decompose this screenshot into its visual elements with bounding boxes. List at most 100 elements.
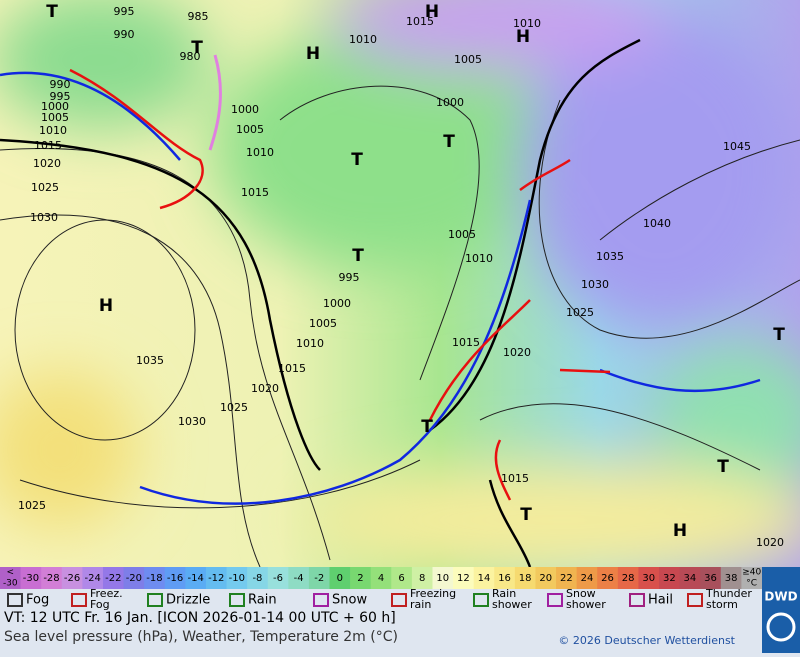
scale-cell <box>329 567 351 589</box>
isobar-label: 1005 <box>448 228 476 241</box>
pressure-center: T <box>191 38 203 58</box>
pressure-center: T <box>717 457 729 477</box>
legend-icon <box>7 593 23 607</box>
pressure-center: T <box>773 325 785 345</box>
scale-label: 36 <box>704 573 717 584</box>
scale-label: °C <box>746 579 757 589</box>
pressure-center: T <box>351 150 363 170</box>
scale-label: ≥40 <box>742 568 761 578</box>
scale-cell <box>0 567 22 589</box>
isobar-label: 1025 <box>18 499 46 512</box>
scale-cell <box>267 567 289 589</box>
isobar-label: 1035 <box>136 354 164 367</box>
legend-label: Snow <box>566 587 596 600</box>
isobar-label: 1020 <box>33 157 61 170</box>
isobar-label: 1025 <box>220 401 248 414</box>
isobar-label: 1045 <box>723 140 751 153</box>
isobar-label: 1015 <box>501 472 529 485</box>
scale-label: -16 <box>167 573 183 584</box>
logo-mark <box>766 612 796 642</box>
legend-label: shower <box>492 598 532 611</box>
pressure-center: T <box>443 132 455 152</box>
pressure-center: T <box>46 2 58 22</box>
legend-icon <box>687 593 703 607</box>
weather-legend: Fog Freez.Fog Drizzle Rain Snow FreezingrainR… <box>7 587 752 611</box>
scale-cell <box>659 567 681 589</box>
scale-cell <box>514 567 536 589</box>
scale-cell <box>411 567 433 589</box>
legend-icon <box>71 593 87 607</box>
scale-cell <box>102 567 125 589</box>
scale-cell <box>597 567 619 589</box>
pressure-center: T <box>421 417 433 437</box>
isobar-label: 1025 <box>31 181 59 194</box>
scale-label: -8 <box>252 573 262 584</box>
isobar-label: 1040 <box>643 217 671 230</box>
scale-cell <box>679 567 701 589</box>
isobar-label: 995 <box>339 271 360 284</box>
legend-label: Rain <box>248 593 277 608</box>
legend-icon <box>229 593 245 607</box>
scale-cell <box>205 567 228 589</box>
scale-label: < <box>7 568 15 578</box>
legend-icon <box>147 593 163 607</box>
scale-label: 16 <box>498 573 511 584</box>
isobar-label: 1015 <box>406 15 434 28</box>
isobar-label: 1000 <box>231 103 259 116</box>
isobar-label: 1010 <box>349 33 377 46</box>
scale-label: 28 <box>622 573 635 584</box>
scale-label: -10 <box>229 573 245 584</box>
isobar-label: 1030 <box>30 211 58 224</box>
scale-cell <box>226 567 248 589</box>
scale-cell <box>535 567 557 589</box>
isobar-label: 1000 <box>436 96 464 109</box>
pressure-center: H <box>673 521 687 541</box>
scale-label: 26 <box>601 573 614 584</box>
scale-cell <box>185 567 207 589</box>
legend-label: Freezing <box>410 587 456 600</box>
legend-icon <box>313 593 329 607</box>
logo: DWD <box>764 590 797 604</box>
isobar-label: 1010 <box>39 124 67 137</box>
isobar-label: 1015 <box>452 336 480 349</box>
scale-label: -30 <box>3 579 18 589</box>
isobar-label: 1010 <box>246 146 274 159</box>
copyright: © 2026 Deutscher Wetterdienst <box>558 634 735 647</box>
scale-label: 38 <box>725 573 738 584</box>
scale-label: -14 <box>187 573 203 584</box>
scale-label: -26 <box>64 573 80 584</box>
isobar-label: 1010 <box>513 17 541 30</box>
scale-label: -6 <box>273 573 283 584</box>
isobar-label: 1005 <box>41 111 69 124</box>
scale-label: 2 <box>357 573 363 584</box>
scale-label: -4 <box>294 573 304 584</box>
isobar-label: 995 <box>50 90 71 103</box>
scale-cell <box>247 567 269 589</box>
scale-label: -20 <box>126 573 142 584</box>
scale-label: 24 <box>581 573 594 584</box>
pressure-center: T <box>520 505 532 525</box>
scale-cell <box>576 567 598 589</box>
pressure-center: T <box>352 246 364 266</box>
isobar-label: 1005 <box>454 53 482 66</box>
scale-label: 6 <box>398 573 404 584</box>
scale-cell <box>144 567 166 589</box>
color-scale: <-30 -30 -28 -26 -24 -22 -20 -18 -16 -14 -12 -10 -8-… <box>0 567 763 589</box>
isobar-label: 1000 <box>323 297 351 310</box>
isobar-label: 1020 <box>756 536 784 549</box>
legend-label: Freez. <box>90 587 123 600</box>
scale-cell <box>556 567 578 589</box>
scale-cell <box>391 567 413 589</box>
legend-label: Thunder <box>705 587 752 600</box>
scale-cell <box>617 567 639 589</box>
legend-label: Hail <box>648 593 673 608</box>
legend-icon <box>547 593 563 607</box>
legend-icon <box>629 593 645 607</box>
scale-cell <box>473 567 495 589</box>
scale-label: 4 <box>378 573 384 584</box>
scale-cell <box>370 567 392 589</box>
map-area: 9959909859809909951000100510101015102010… <box>0 0 800 580</box>
isobar-label: 1010 <box>296 337 324 350</box>
scale-label: -12 <box>208 573 224 584</box>
